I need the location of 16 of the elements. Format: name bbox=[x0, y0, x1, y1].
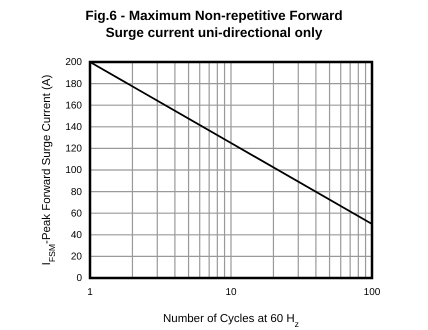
y-tick-label: 60 bbox=[70, 208, 82, 220]
x-tick-label: 10 bbox=[225, 287, 237, 298]
y-tick-label: 20 bbox=[70, 252, 82, 263]
y-tick-label: 120 bbox=[65, 144, 82, 155]
y-tick-label: 40 bbox=[70, 230, 82, 241]
y-tick-label: 180 bbox=[65, 78, 82, 90]
chart-title: Fig.6 - Maximum Non-repetitive Forward Surge current uni-directional only bbox=[85, 8, 343, 40]
y-tick-label: 140 bbox=[65, 122, 82, 133]
x-tick-label: 100 bbox=[364, 287, 381, 298]
y-tick-label: 200 bbox=[65, 57, 82, 68]
y-tick-label: 100 bbox=[65, 165, 82, 176]
y-tick-label: 160 bbox=[65, 100, 82, 112]
y-tick-label: 0 bbox=[76, 273, 82, 284]
x-axis-title: Number of Cycles at 60 H$_{z}$ bbox=[163, 313, 299, 329]
x-tick-label: 1 bbox=[87, 287, 94, 298]
y-tick-label: 80 bbox=[70, 186, 82, 198]
